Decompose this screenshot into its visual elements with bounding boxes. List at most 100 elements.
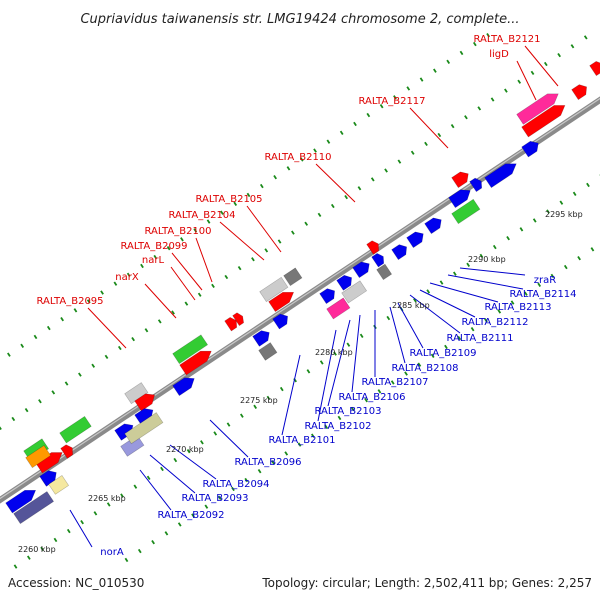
gene-feature[interactable]	[172, 373, 198, 397]
gene-label-lower[interactable]: RALTA_B2103	[314, 406, 381, 417]
gene-feature[interactable]	[366, 239, 382, 255]
gene-label-lower[interactable]: RALTA_B2112	[461, 317, 528, 328]
guide-dot	[131, 336, 135, 342]
guide-dot	[284, 451, 289, 456]
gene-feature[interactable]	[13, 491, 55, 525]
guide-dot	[180, 237, 184, 242]
gene-feature[interactable]	[406, 229, 427, 249]
gene-feature[interactable]	[124, 382, 149, 405]
gene-feature[interactable]	[259, 276, 289, 303]
gene-label-lower[interactable]: RALTA_B2093	[181, 493, 248, 504]
guide-dot	[26, 555, 31, 560]
gene-feature[interactable]	[59, 415, 92, 444]
gene-label-upper[interactable]: narX	[115, 272, 139, 283]
gene-feature[interactable]	[60, 443, 76, 459]
gene-label-lower[interactable]: RALTA_B2101	[268, 435, 335, 446]
gene-feature[interactable]	[469, 176, 485, 193]
gene-feature[interactable]	[484, 159, 520, 189]
gene-label-lower[interactable]: RALTA_B2109	[409, 348, 476, 359]
guide-dot	[60, 317, 64, 322]
gene-label-upper[interactable]: RALTA_B2095	[36, 296, 103, 307]
gene-feature[interactable]	[521, 100, 569, 138]
gene-feature[interactable]	[352, 259, 373, 279]
gene-feature[interactable]	[341, 280, 368, 304]
gene-label-upper[interactable]: ligD	[489, 49, 509, 60]
gene-feature[interactable]	[272, 311, 291, 330]
leader-line	[170, 266, 196, 301]
guide-dot	[264, 248, 269, 253]
gene-feature[interactable]	[451, 169, 472, 189]
guide-dot	[313, 148, 317, 153]
gene-feature[interactable]	[124, 412, 164, 445]
guide-dot	[459, 50, 464, 56]
gene-label-upper[interactable]: RALTA_B2117	[358, 96, 425, 107]
gene-feature[interactable]	[391, 242, 410, 261]
gene-label-lower[interactable]: RALTA_B2113	[484, 302, 551, 313]
gene-label-lower[interactable]: zraR	[534, 275, 556, 286]
gene-feature[interactable]	[283, 267, 303, 287]
gene-feature[interactable]	[319, 286, 338, 305]
guide-dot	[523, 291, 528, 296]
gene-feature[interactable]	[451, 198, 481, 225]
gene-feature[interactable]	[326, 297, 351, 320]
gene-label-lower[interactable]: RALTA_B2107	[361, 377, 428, 388]
guide-dot	[157, 319, 162, 324]
guide-dot	[410, 150, 415, 155]
gene-label-upper[interactable]: RALTA_B2100	[144, 226, 211, 237]
gene-label-upper[interactable]: RALTA_B2099	[120, 241, 187, 252]
gene-feature[interactable]	[252, 327, 273, 347]
leader-line	[169, 444, 217, 480]
gene-feature[interactable]	[336, 273, 355, 291]
gene-feature[interactable]	[589, 59, 600, 77]
gene-feature[interactable]	[448, 185, 474, 209]
gene-label-lower[interactable]: RALTA_B2102	[304, 421, 371, 432]
gene-label-upper[interactable]: RALTA_B2105	[195, 194, 262, 205]
gene-feature[interactable]	[172, 334, 209, 365]
guide-dot	[572, 191, 577, 196]
gene-label-lower[interactable]: norA	[100, 547, 124, 558]
gene-feature[interactable]	[268, 287, 297, 313]
gene-feature[interactable]	[571, 82, 590, 101]
gene-feature[interactable]	[516, 89, 562, 125]
gene-label-upper[interactable]: RALTA_B2121	[473, 34, 540, 45]
leader-line	[87, 307, 127, 349]
gene-feature[interactable]	[224, 315, 240, 332]
gene-feature[interactable]	[371, 251, 387, 268]
guide-dot	[233, 201, 238, 206]
gene-feature[interactable]	[134, 390, 158, 412]
gene-label-lower[interactable]: RALTA_B2094	[202, 479, 269, 490]
guide-dot	[7, 352, 11, 357]
guide-dot	[53, 537, 58, 543]
gene-feature[interactable]	[5, 485, 39, 514]
guide-dot	[244, 477, 249, 483]
guide-dot	[310, 433, 315, 438]
guide-dot	[510, 300, 515, 305]
guide-dot	[246, 192, 251, 198]
gene-label-lower[interactable]: RALTA_B2092	[157, 510, 224, 521]
gene-feature[interactable]	[48, 475, 70, 495]
gene-feature[interactable]	[258, 342, 278, 361]
gene-feature[interactable]	[232, 311, 246, 327]
gene-label-upper[interactable]: RALTA_B2110	[264, 152, 331, 163]
gene-label-lower[interactable]: RALTA_B2111	[446, 333, 513, 344]
guide-dot	[184, 301, 189, 306]
gene-feature[interactable]	[424, 215, 445, 235]
gene-label-lower[interactable]: RALTA_B2114	[509, 289, 576, 300]
gene-label-upper[interactable]: narL	[142, 255, 165, 266]
gene-feature[interactable]	[25, 445, 52, 469]
gene-label-upper[interactable]: RALTA_B2104	[168, 210, 235, 221]
gene-feature[interactable]	[521, 138, 542, 158]
guide-dot	[570, 44, 575, 49]
guide-dot	[78, 372, 82, 377]
guide-dot	[506, 236, 510, 241]
gene-label-lower[interactable]: RALTA_B2096	[234, 457, 301, 468]
guide-dot	[166, 246, 171, 251]
guide-dot	[297, 442, 302, 447]
guide-dot	[532, 218, 537, 223]
gene-label-lower[interactable]: RALTA_B2108	[391, 363, 458, 374]
guide-dot	[437, 132, 442, 138]
gene-feature[interactable]	[376, 263, 393, 281]
gene-feature[interactable]	[179, 346, 215, 376]
gene-label-lower[interactable]: RALTA_B2106	[338, 392, 405, 403]
